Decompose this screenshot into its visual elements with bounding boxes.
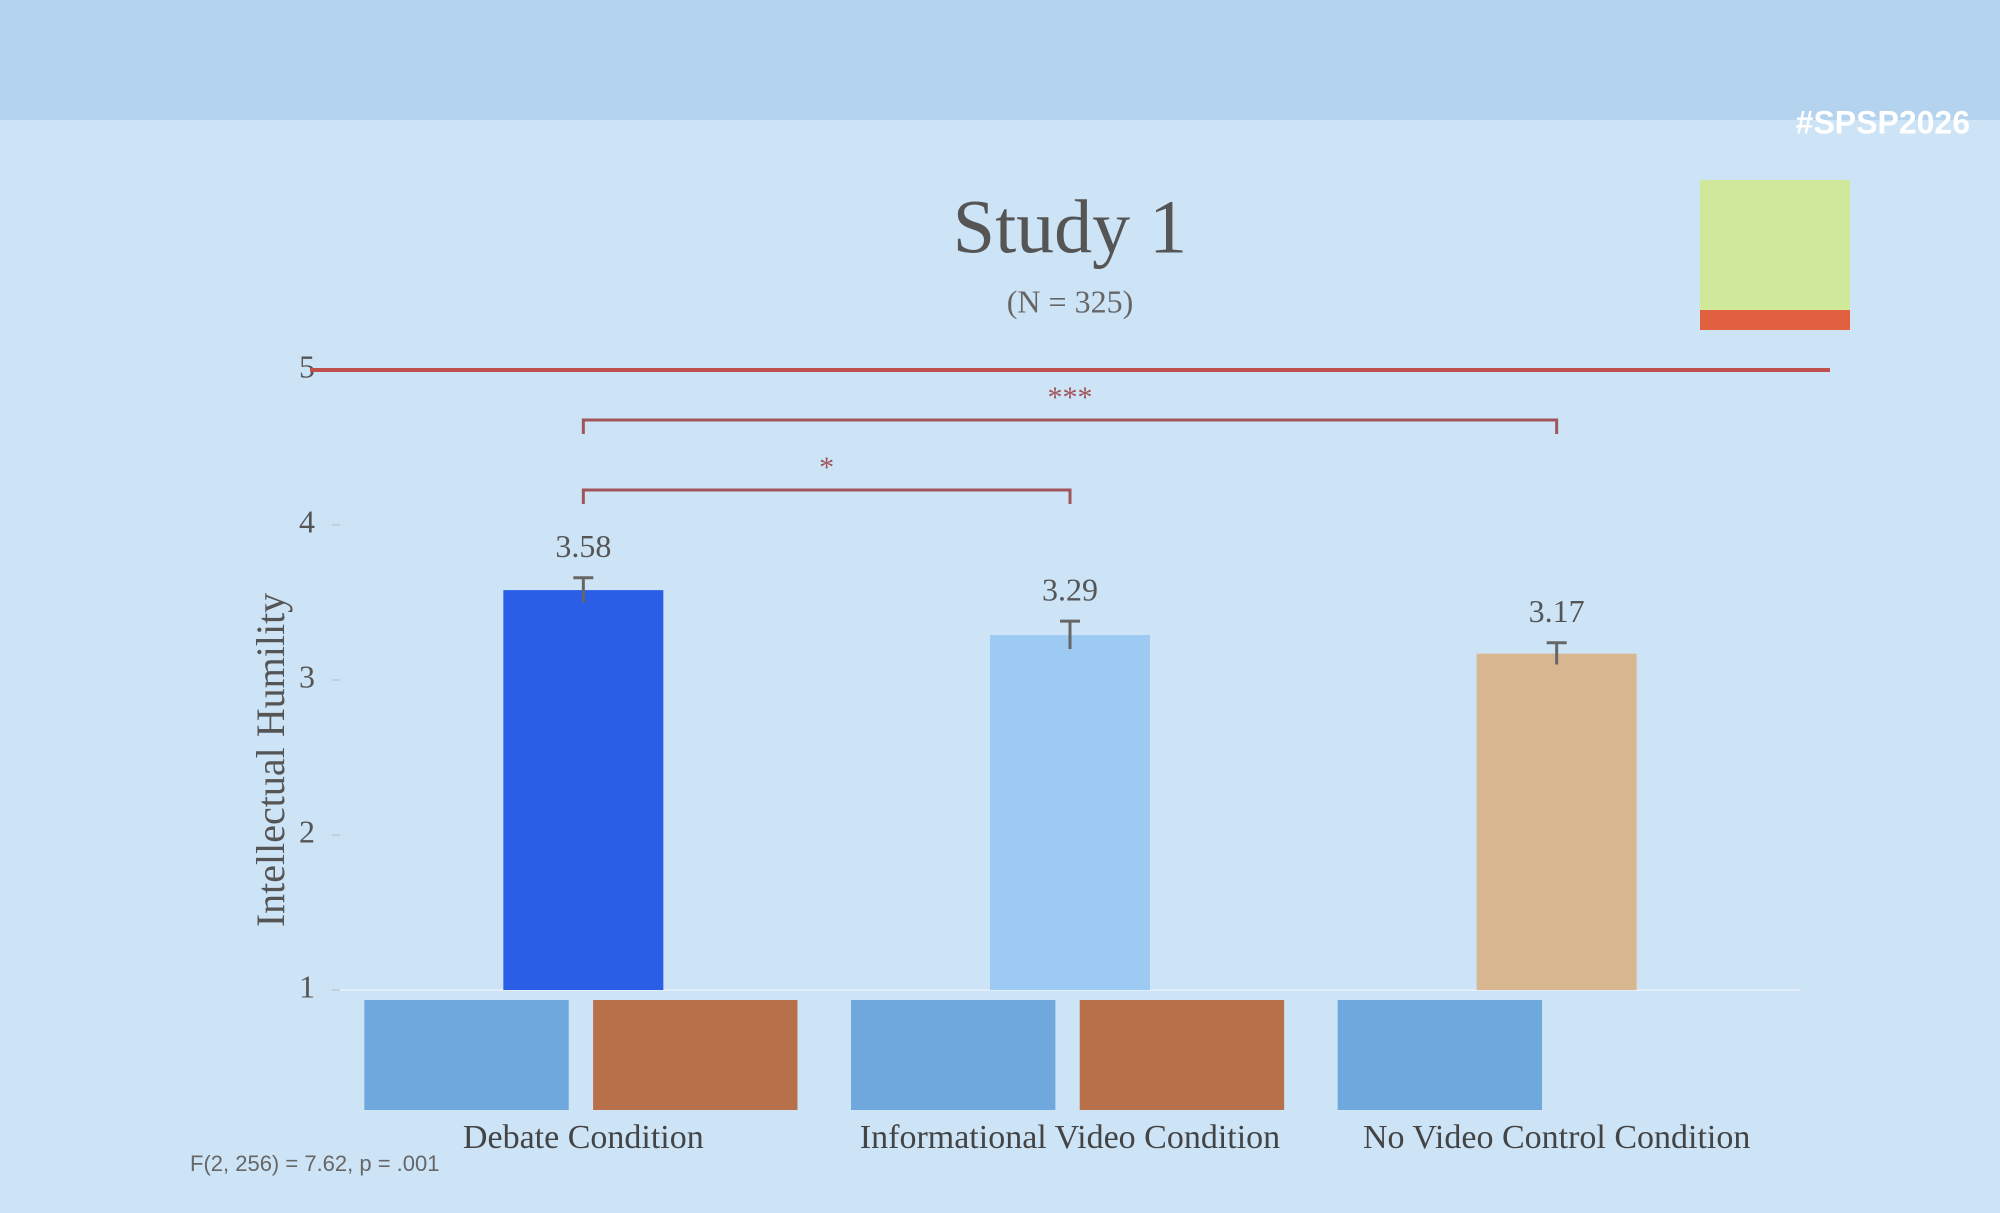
hashtag: #SPSP2026: [1796, 104, 1970, 140]
significance-bracket: [581, 488, 1072, 504]
significance-label: ***: [1048, 381, 1093, 414]
significance-bracket: [581, 418, 1559, 434]
footnote: F(2, 256) = 7.62, p = .001: [190, 1151, 440, 1176]
bar: [1476, 653, 1637, 990]
chart-title: Study 1: [953, 185, 1187, 269]
y-axis-label: Intellectual Humility: [248, 593, 293, 927]
logo-image: [1700, 180, 1850, 330]
condition-image: [1079, 1000, 1285, 1110]
value-label: 3.17: [1529, 593, 1585, 629]
condition-image: [1337, 1000, 1543, 1110]
condition-image: [593, 1000, 798, 1110]
condition-image: [364, 1000, 569, 1110]
condition-image: [851, 1000, 1056, 1110]
value-label: 3.29: [1042, 571, 1098, 607]
value-label: 3.58: [555, 528, 611, 564]
chart-subtitle: (N = 325): [1007, 283, 1133, 319]
significance-label: *: [819, 451, 834, 484]
logo-image-strip: [1700, 310, 1850, 330]
bar: [503, 590, 664, 990]
y-tick-label: 1: [299, 968, 315, 1004]
x-tick-label: Debate Condition: [463, 1119, 704, 1156]
bar: [990, 635, 1150, 990]
y-tick-label: 5: [299, 348, 315, 384]
condition-image: [1566, 1000, 1771, 1110]
x-tick-label: Informational Video Condition: [860, 1119, 1280, 1156]
y-tick-label: 2: [299, 813, 315, 849]
x-tick-label: No Video Control Condition: [1363, 1119, 1750, 1156]
y-tick-label: 4: [299, 503, 315, 539]
y-tick-label: 3: [299, 658, 315, 694]
header-band: [0, 0, 2000, 120]
